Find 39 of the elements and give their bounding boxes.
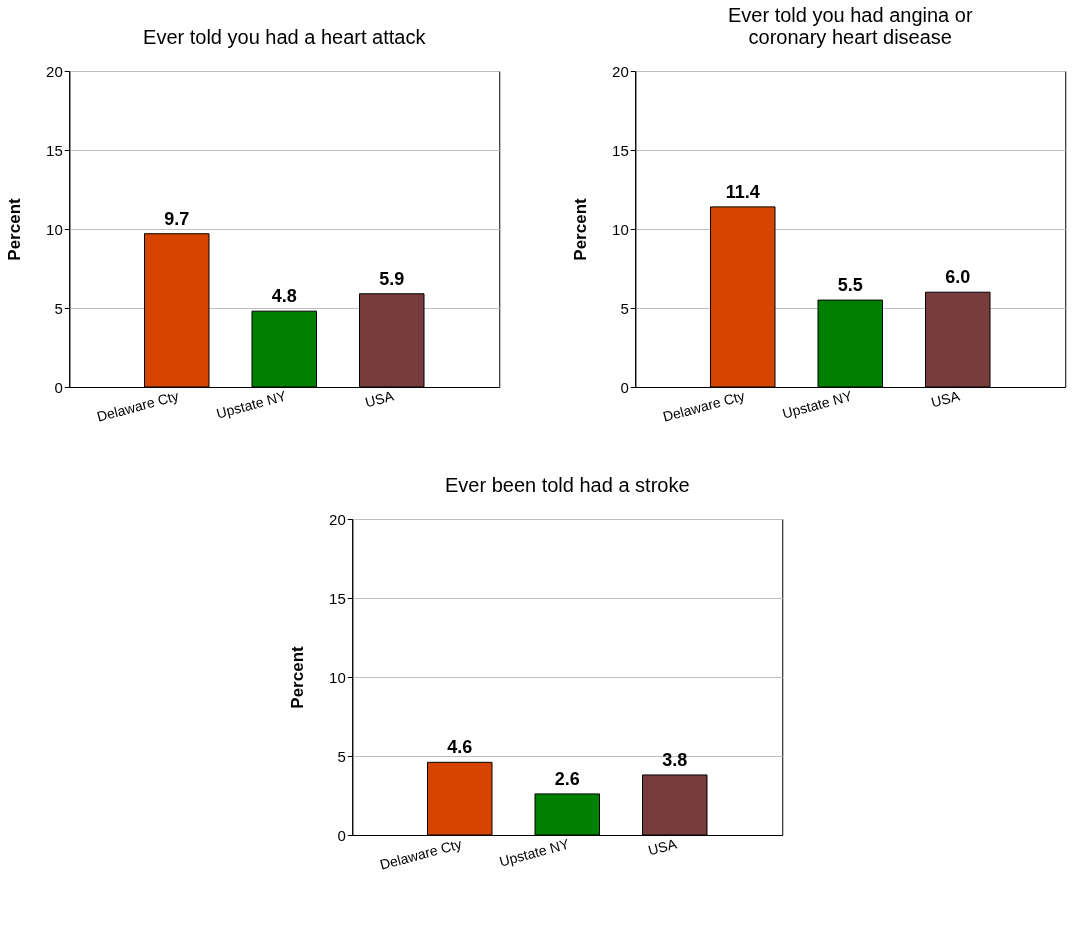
x-tick-label: Upstate NY — [497, 835, 572, 870]
y-tick-label: 15 — [612, 141, 629, 159]
y-tick-label: 20 — [46, 62, 63, 80]
y-tick-label: 5 — [54, 299, 63, 317]
y-tick-label: 10 — [612, 220, 629, 238]
data-label: 5.5 — [837, 275, 863, 296]
data-label: 3.8 — [662, 749, 688, 770]
data-label: 9.7 — [164, 208, 190, 229]
y-axis-title: Percent — [288, 645, 308, 709]
y-tick-label: 0 — [337, 826, 346, 844]
data-label: 2.6 — [554, 768, 580, 789]
chart-title: Ever told you had angina or coronary heart disease — [727, 4, 973, 48]
y-tick-label: 15 — [329, 589, 346, 607]
x-tick-label: Delaware Cty — [95, 387, 181, 425]
y-tick-label: 20 — [612, 62, 629, 80]
chart-title: Ever been told had a stroke — [444, 474, 690, 496]
data-label: 4.8 — [271, 286, 297, 307]
data-label: 5.9 — [379, 268, 405, 289]
x-tick-label: Upstate NY — [780, 387, 855, 422]
data-label: 11.4 — [725, 181, 760, 202]
x-tick-label: USA — [363, 387, 396, 411]
y-axis-title: Percent — [5, 197, 25, 261]
y-tick-label: 20 — [329, 510, 346, 528]
data-label: 4.6 — [447, 737, 473, 758]
y-tick-label: 0 — [54, 378, 63, 396]
x-tick-label: USA — [929, 387, 962, 411]
x-tick-label: USA — [646, 835, 679, 859]
y-tick-label: 5 — [337, 747, 346, 765]
y-tick-label: 15 — [46, 141, 63, 159]
x-tick-label: Delaware Cty — [661, 387, 747, 425]
y-axis-title: Percent — [571, 197, 591, 261]
data-label: 6.0 — [945, 267, 971, 288]
y-tick-label: 10 — [46, 220, 63, 238]
chart-title: Ever told you had a heart attack — [143, 26, 427, 48]
x-tick-label: Delaware Cty — [378, 835, 464, 873]
y-tick-label: 10 — [329, 668, 346, 686]
x-tick-label: Upstate NY — [214, 387, 289, 422]
y-tick-label: 0 — [620, 378, 629, 396]
y-tick-label: 5 — [620, 299, 629, 317]
